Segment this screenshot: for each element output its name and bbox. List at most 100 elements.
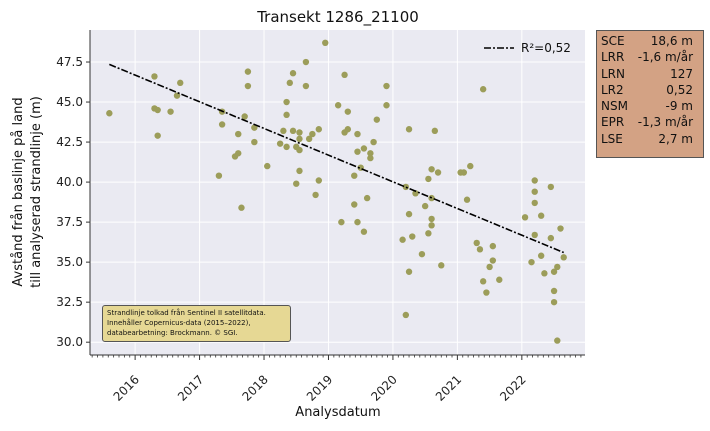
data-point — [405, 126, 413, 133]
grid — [90, 30, 585, 355]
source-note: Strandlinje tolkad från Sentinel II sate… — [102, 305, 291, 342]
data-point — [531, 177, 538, 184]
y-tick-label: 42.5 — [56, 135, 83, 149]
data-point — [106, 110, 113, 117]
data-point — [550, 287, 558, 295]
x-tick-label: 2021 — [433, 372, 464, 403]
data-point — [293, 180, 300, 187]
data-point — [463, 196, 471, 203]
data-point — [154, 106, 161, 114]
data-point — [238, 204, 245, 211]
source-note-line3: databearbetning: Brockmann. © SGI. — [107, 329, 238, 337]
legend: R²=0,52 — [484, 41, 571, 55]
data-point — [354, 148, 361, 155]
data-point — [521, 214, 529, 221]
data-point — [241, 113, 248, 120]
data-point — [486, 263, 493, 271]
data-point — [334, 102, 342, 109]
trend-line — [109, 63, 565, 254]
stat-row: EPR -1,3 m/år — [601, 114, 699, 130]
data-point — [547, 234, 555, 242]
trend-line-group — [109, 63, 565, 254]
y-tick-label: 35.0 — [56, 255, 83, 269]
data-point — [421, 202, 429, 210]
stat-row: SCE 18,6 m — [601, 33, 699, 49]
data-point — [244, 82, 252, 90]
data-point — [154, 132, 161, 139]
data-point — [541, 270, 548, 277]
stat-value: 18,6 m — [650, 34, 693, 48]
source-note-line2: Innehåller Copernicus-data (2015–2022), — [107, 319, 251, 327]
data-point — [383, 102, 390, 109]
data-point — [302, 58, 310, 66]
data-point — [460, 169, 468, 176]
y-tick-label: 30.0 — [56, 335, 83, 349]
data-point — [531, 231, 538, 239]
data-point — [402, 311, 410, 319]
data-point — [351, 172, 358, 179]
data-point — [173, 92, 181, 99]
data-point — [496, 276, 503, 283]
data-point — [405, 210, 413, 218]
data-point — [370, 138, 377, 146]
x-tick-label: 2018 — [239, 372, 270, 403]
data-point — [412, 190, 419, 197]
data-point — [537, 212, 545, 219]
stat-row: NSM -9 m — [601, 98, 699, 114]
stat-value: -1,3 m/år — [637, 115, 693, 130]
data-point — [177, 79, 184, 87]
y-axis-label-line2: till analyserad strandlinje (m) — [29, 96, 44, 288]
data-point — [438, 262, 445, 269]
data-point — [537, 252, 545, 259]
data-point — [550, 298, 558, 306]
data-point — [418, 250, 426, 258]
x-tick-label: 2020 — [368, 372, 399, 403]
data-point — [528, 258, 535, 266]
data-point — [264, 162, 271, 170]
data-point — [360, 145, 368, 152]
plot-area — [90, 30, 585, 355]
data-point — [489, 257, 497, 264]
stat-row: LR2 0,52 — [601, 82, 699, 98]
stat-row: LRR -1,6 m/år — [601, 49, 699, 65]
data-point — [405, 268, 413, 275]
y-tick-label: 37.5 — [56, 215, 83, 229]
data-point — [554, 263, 561, 271]
data-point — [235, 150, 242, 157]
data-point — [286, 79, 294, 87]
data-point — [354, 218, 361, 226]
data-point — [360, 228, 368, 235]
x-axis-label: Analysdatum — [295, 405, 380, 420]
data-point — [428, 222, 435, 229]
stat-key: LR2 — [601, 82, 624, 97]
stat-value: -9 m — [665, 99, 693, 114]
statistics-box: SCE 18,6 m LRR -1,6 m/år LRN 127 LR2 0,52 NSM -9 … — [596, 30, 704, 158]
data-point — [289, 70, 297, 77]
stat-key: SCE — [601, 34, 625, 48]
data-point — [554, 337, 561, 344]
data-point — [367, 150, 374, 157]
source-note-line1: Strandlinje tolkad från Sentinel II sate… — [107, 309, 266, 317]
x-tick-label: 2016 — [111, 372, 142, 403]
data-point — [283, 98, 290, 106]
data-point — [218, 121, 226, 128]
data-point — [296, 167, 303, 175]
stat-key: NSM — [601, 99, 628, 114]
data-points — [106, 39, 567, 344]
stat-key: LRN — [601, 66, 625, 81]
data-point — [479, 86, 487, 93]
data-point — [409, 233, 416, 240]
data-point — [244, 68, 252, 75]
data-point — [296, 129, 303, 136]
x-tick-label: 2019 — [304, 372, 335, 403]
y-tick-label: 47.5 — [56, 55, 83, 69]
data-point — [151, 73, 158, 80]
data-point — [483, 289, 490, 296]
data-point — [305, 135, 313, 143]
data-point — [476, 246, 484, 253]
data-point — [344, 108, 352, 115]
x-tick-label: 2017 — [175, 372, 206, 403]
stat-value: 127 — [670, 66, 693, 81]
data-point — [215, 172, 223, 179]
data-point — [251, 124, 258, 131]
